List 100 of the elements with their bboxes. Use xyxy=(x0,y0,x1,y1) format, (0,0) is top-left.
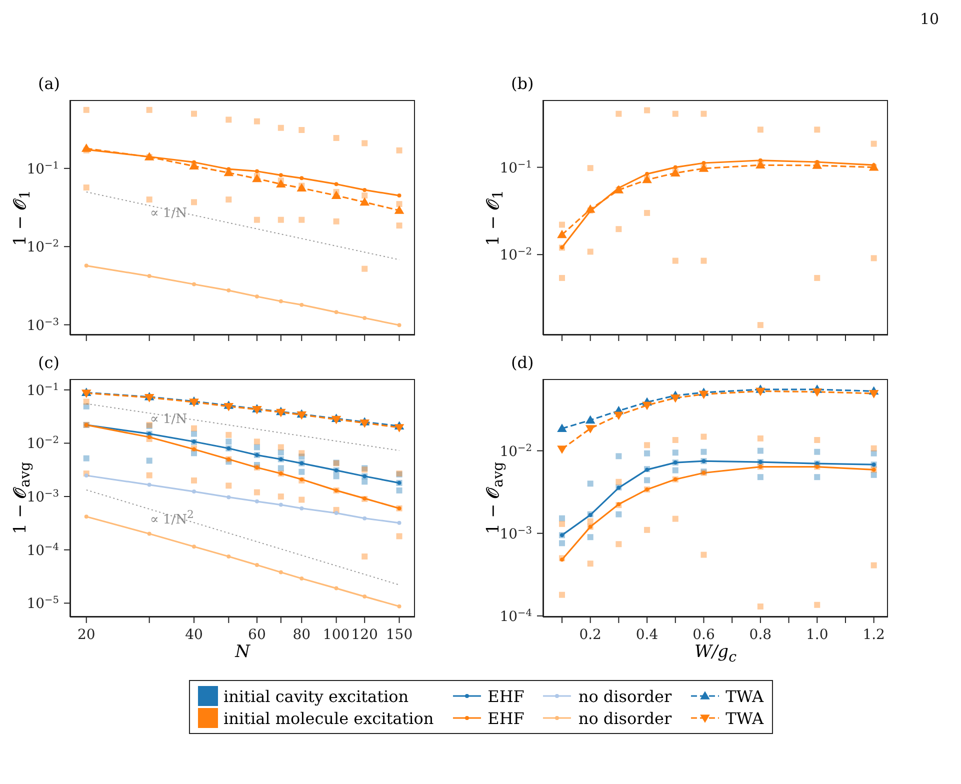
point xyxy=(616,453,622,460)
point xyxy=(587,248,594,255)
point xyxy=(868,390,879,398)
point xyxy=(757,448,764,454)
point xyxy=(670,394,680,403)
legend-label: EHF xyxy=(488,686,524,706)
chart-title: (a) xyxy=(38,74,60,93)
point xyxy=(702,161,706,166)
point xyxy=(557,424,567,432)
point xyxy=(672,516,678,522)
point xyxy=(558,222,565,228)
point xyxy=(644,477,650,484)
point xyxy=(673,165,678,170)
point xyxy=(557,230,567,238)
point xyxy=(814,437,820,444)
legend-label: initial molecule excitation xyxy=(223,708,434,728)
y-tick-label: 10$^{−1}$ xyxy=(500,158,532,176)
point xyxy=(585,415,596,424)
y-tick-label: 10$^{−2}$ xyxy=(26,238,59,256)
point xyxy=(672,110,678,117)
point xyxy=(757,322,764,328)
x-tick-label: 120 xyxy=(351,627,378,643)
x-tick-label: 100 xyxy=(322,627,350,643)
point xyxy=(587,534,594,540)
point xyxy=(644,450,650,456)
point xyxy=(870,562,877,568)
annotation: ∝ 1/N xyxy=(150,206,187,221)
legend-label: initial cavity excitation xyxy=(223,686,409,706)
point xyxy=(756,388,766,396)
text: 10 xyxy=(920,10,940,28)
legend-label: no disorder xyxy=(578,686,672,706)
point xyxy=(644,526,650,533)
x-tick-label: 80 xyxy=(292,627,311,643)
point xyxy=(587,518,594,524)
point xyxy=(616,226,622,232)
point xyxy=(698,390,709,400)
x-tick-label: 20 xyxy=(77,627,96,643)
chart-title: (d) xyxy=(511,353,534,372)
point xyxy=(672,450,678,456)
point xyxy=(870,140,877,147)
point xyxy=(585,204,596,213)
point xyxy=(645,172,650,176)
x-axis-title: N xyxy=(235,642,250,662)
x-tick-label: 0.8 xyxy=(749,627,772,643)
y-tick-label: 10$^{−1}$ xyxy=(26,381,59,399)
point xyxy=(814,274,820,281)
point xyxy=(558,515,565,522)
point xyxy=(672,467,678,474)
point xyxy=(757,604,764,610)
x-tick-label: 0.2 xyxy=(579,627,602,643)
point xyxy=(614,412,624,420)
point xyxy=(616,541,622,548)
legend-label: no disorder xyxy=(578,708,672,728)
legend-label: EHF xyxy=(488,708,524,728)
point xyxy=(558,520,565,527)
x-tick-label: 60 xyxy=(248,627,266,643)
point xyxy=(585,425,596,434)
point xyxy=(558,540,565,546)
point xyxy=(616,110,622,117)
point xyxy=(616,478,622,485)
point xyxy=(700,110,707,117)
point xyxy=(644,107,650,114)
y-tick-label: 10$^{−3}$ xyxy=(26,488,59,506)
y-tick-label: 10$^{−2}$ xyxy=(26,434,59,452)
y-tick-label: 10$^{−5}$ xyxy=(26,594,59,612)
point xyxy=(587,480,594,487)
point xyxy=(700,552,707,558)
x-tick-label: 1.2 xyxy=(862,627,885,643)
point xyxy=(644,442,650,448)
x-axis-title: W/g$_{c}$ xyxy=(694,642,737,666)
point xyxy=(700,434,707,440)
point xyxy=(812,388,822,397)
point xyxy=(587,560,594,567)
point xyxy=(700,258,707,264)
legend-label: TWA xyxy=(726,708,764,728)
point xyxy=(757,126,764,133)
point xyxy=(870,255,877,262)
point xyxy=(672,258,678,264)
x-tick-label: 40 xyxy=(185,627,203,643)
point xyxy=(616,511,622,518)
point xyxy=(558,274,565,281)
x-tick-label: 150 xyxy=(386,627,413,643)
x-tick-label: 0.6 xyxy=(692,627,715,643)
point xyxy=(757,474,764,480)
point xyxy=(558,592,565,598)
annotation: ∝ 1/N$^{2}$ xyxy=(150,508,194,528)
point xyxy=(814,602,820,608)
point xyxy=(870,445,877,452)
y-tick-label: 10$^{−3}$ xyxy=(26,316,59,334)
point xyxy=(557,446,567,454)
point xyxy=(587,165,594,172)
point xyxy=(757,435,764,442)
point xyxy=(642,402,652,410)
y-tick-label: 10$^{−2}$ xyxy=(500,442,532,460)
y-tick-label: 10$^{−2}$ xyxy=(500,246,532,264)
chart-title: (c) xyxy=(38,353,60,372)
y-tick-label: 10$^{−1}$ xyxy=(26,160,59,178)
x-tick-label: 1.0 xyxy=(806,627,828,643)
point xyxy=(644,210,650,216)
point xyxy=(814,448,820,455)
